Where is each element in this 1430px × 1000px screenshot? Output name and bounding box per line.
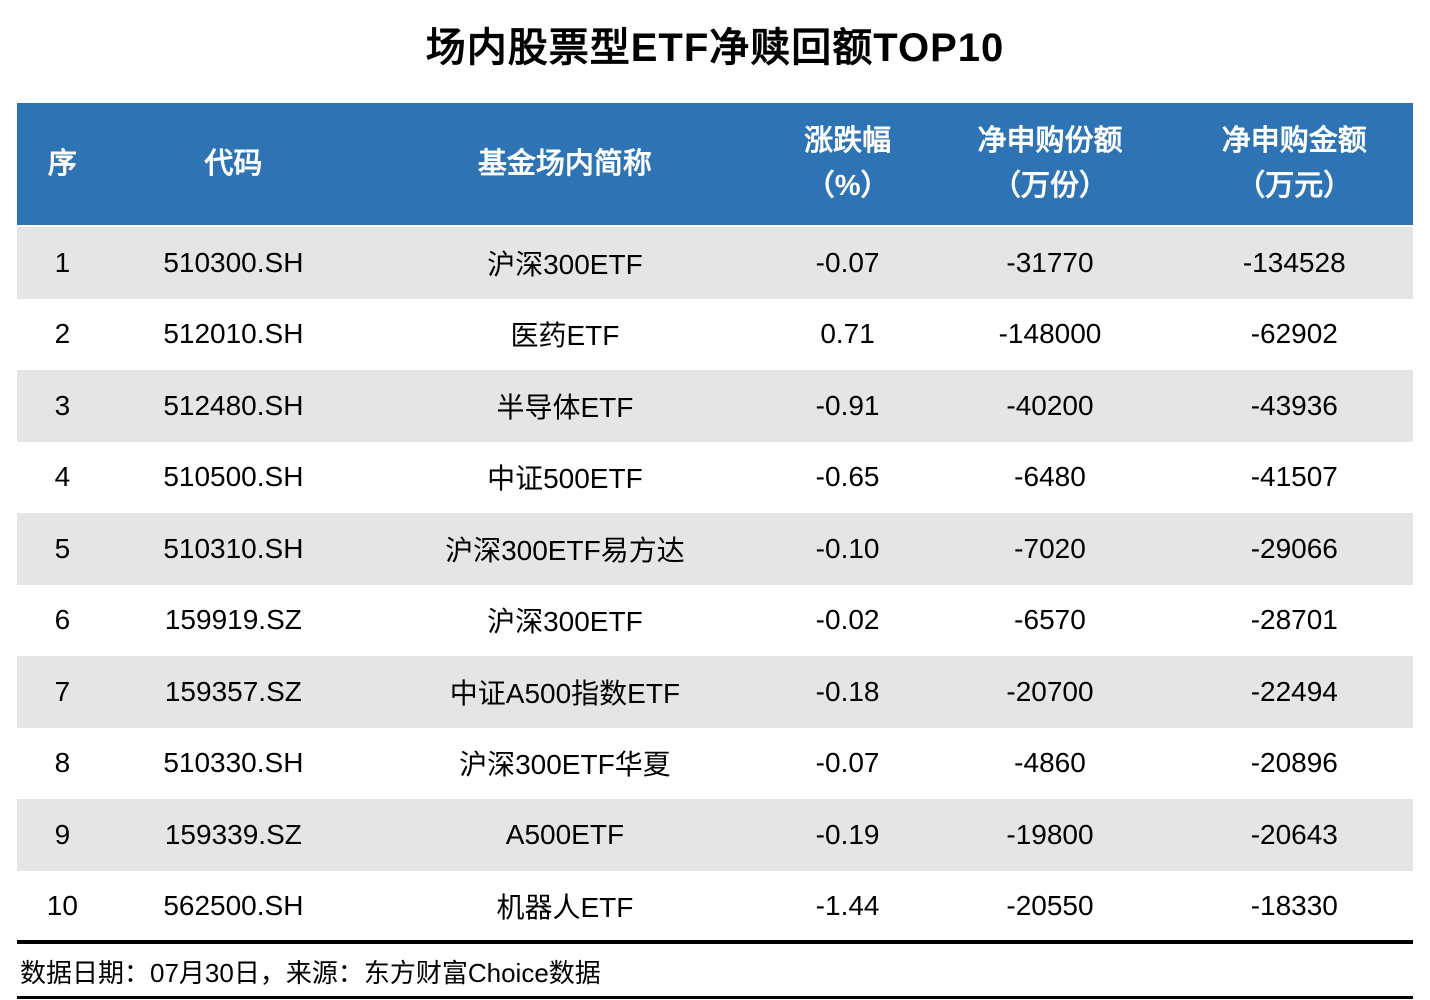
- column-header-label: 涨跌幅: [804, 125, 892, 157]
- column-header-label: 序: [47, 147, 77, 180]
- column-header-unit: （万元）: [1236, 170, 1353, 202]
- cell-code: 512480.SH: [163, 389, 304, 421]
- table-body: 1 510300.SH 沪深300ETF -0.07 -31770 -134528 2 512…: [17, 227, 1413, 942]
- cell-seq: 6: [54, 604, 71, 636]
- cell-amount: -28701: [1250, 604, 1338, 636]
- cell-name: 沪深300ETF华夏: [459, 749, 671, 781]
- cell-amount: -134528: [1242, 246, 1346, 278]
- cell-amount: -29066: [1250, 532, 1338, 564]
- column-header-shares: 净申购份额 （万份）: [924, 103, 1175, 225]
- cell-seq: 2: [54, 318, 71, 350]
- column-header-change: 涨跌幅 （%）: [771, 103, 925, 225]
- cell-shares: -148000: [998, 318, 1102, 350]
- cell-change: -0.18: [815, 675, 880, 707]
- cell-seq: 10: [46, 890, 78, 922]
- etf-redemption-table: 序 代码 基金场内简称 涨跌幅 （%） 净申购份额 （万份） 净申购金额 （万元…: [17, 103, 1413, 942]
- cell-shares: -31770: [1006, 246, 1094, 278]
- cell-change: -0.07: [815, 246, 880, 278]
- cell-shares: -40200: [1006, 389, 1094, 421]
- cell-amount: -20896: [1250, 747, 1338, 779]
- column-header-seq: 序: [17, 103, 108, 225]
- cell-change: 0.71: [820, 318, 875, 350]
- page-title: 场内股票型ETF净赎回额TOP10: [425, 26, 1005, 70]
- table-row: 7 159357.SZ 中证A500指数ETF -0.18 -20700 -22494: [17, 656, 1413, 728]
- footer-divider: [17, 940, 1413, 944]
- cell-amount: -22494: [1250, 675, 1338, 707]
- bottom-border: [17, 996, 1413, 999]
- cell-code: 510500.SH: [163, 461, 304, 493]
- cell-name: 沪深300ETF: [487, 248, 643, 280]
- cell-seq: 5: [54, 532, 71, 564]
- cell-shares: -7020: [1014, 532, 1086, 564]
- cell-shares: -20550: [1006, 890, 1094, 922]
- column-header-label: 基金场内简称: [477, 147, 652, 180]
- cell-shares: -19800: [1006, 818, 1094, 850]
- cell-change: -1.44: [815, 890, 880, 922]
- cell-name: 机器人ETF: [496, 892, 634, 924]
- column-header-name: 基金场内简称: [359, 103, 771, 225]
- cell-name: 半导体ETF: [496, 391, 634, 423]
- table-row: 4 510500.SH 中证500ETF -0.65 -6480 -41507: [17, 442, 1413, 514]
- cell-seq: 4: [54, 461, 71, 493]
- cell-code: 512010.SH: [163, 318, 304, 350]
- cell-shares: -20700: [1006, 675, 1094, 707]
- cell-code: 510330.SH: [163, 747, 304, 779]
- cell-change: -0.65: [815, 461, 880, 493]
- cell-amount: -62902: [1250, 318, 1338, 350]
- cell-code: 510300.SH: [163, 246, 304, 278]
- cell-name: 中证500ETF: [487, 463, 643, 495]
- table-row: 9 159339.SZ A500ETF -0.19 -19800 -20643: [17, 799, 1413, 871]
- cell-code: 159357.SZ: [164, 675, 302, 707]
- table-row: 2 512010.SH 医药ETF 0.71 -148000 -62902: [17, 299, 1413, 371]
- cell-name: 中证A500指数ETF: [449, 677, 681, 709]
- cell-change: -0.07: [815, 747, 880, 779]
- cell-amount: -18330: [1250, 890, 1338, 922]
- column-header-code: 代码: [108, 103, 359, 225]
- table-row: 3 512480.SH 半导体ETF -0.91 -40200 -43936: [17, 370, 1413, 442]
- source-note: 数据日期：07月30日，来源：东方财富Choice数据: [20, 957, 601, 988]
- cell-code: 562500.SH: [163, 890, 304, 922]
- column-header-label: 净申购份额: [977, 125, 1123, 157]
- column-header-label: 净申购金额: [1221, 125, 1367, 157]
- cell-name: 沪深300ETF: [487, 606, 643, 638]
- cell-change: -0.91: [815, 389, 880, 421]
- cell-seq: 3: [54, 389, 71, 421]
- column-header-unit: （万份）: [991, 170, 1108, 202]
- cell-shares: -6480: [1014, 461, 1086, 493]
- cell-name: 医药ETF: [510, 320, 620, 352]
- cell-amount: -43936: [1250, 389, 1338, 421]
- table-row: 6 159919.SZ 沪深300ETF -0.02 -6570 -28701: [17, 585, 1413, 657]
- cell-code: 159339.SZ: [164, 818, 302, 850]
- cell-code: 159919.SZ: [164, 604, 302, 636]
- cell-name: 沪深300ETF易方达: [445, 534, 685, 566]
- cell-seq: 7: [54, 675, 71, 707]
- column-header-unit: （%）: [805, 170, 890, 202]
- cell-shares: -6570: [1014, 604, 1086, 636]
- column-header-label: 代码: [204, 147, 263, 180]
- cell-amount: -20643: [1250, 818, 1338, 850]
- cell-name: A500ETF: [505, 818, 625, 850]
- table-header-row: 序 代码 基金场内简称 涨跌幅 （%） 净申购份额 （万份） 净申购金额 （万元…: [17, 103, 1413, 227]
- cell-amount: -41507: [1250, 461, 1338, 493]
- cell-seq: 8: [54, 747, 71, 779]
- column-header-amount: 净申购金额 （万元）: [1176, 103, 1413, 225]
- table-row: 10 562500.SH 机器人ETF -1.44 -20550 -18330: [17, 871, 1413, 943]
- cell-seq: 1: [54, 246, 71, 278]
- table-row: 8 510330.SH 沪深300ETF华夏 -0.07 -4860 -20896: [17, 728, 1413, 800]
- cell-change: -0.02: [815, 604, 880, 636]
- cell-shares: -4860: [1014, 747, 1086, 779]
- table-row: 5 510310.SH 沪深300ETF易方达 -0.10 -7020 -29066: [17, 513, 1413, 585]
- cell-code: 510310.SH: [163, 532, 304, 564]
- table-row: 1 510300.SH 沪深300ETF -0.07 -31770 -134528: [17, 227, 1413, 299]
- cell-seq: 9: [54, 818, 71, 850]
- cell-change: -0.19: [815, 818, 880, 850]
- cell-change: -0.10: [815, 532, 880, 564]
